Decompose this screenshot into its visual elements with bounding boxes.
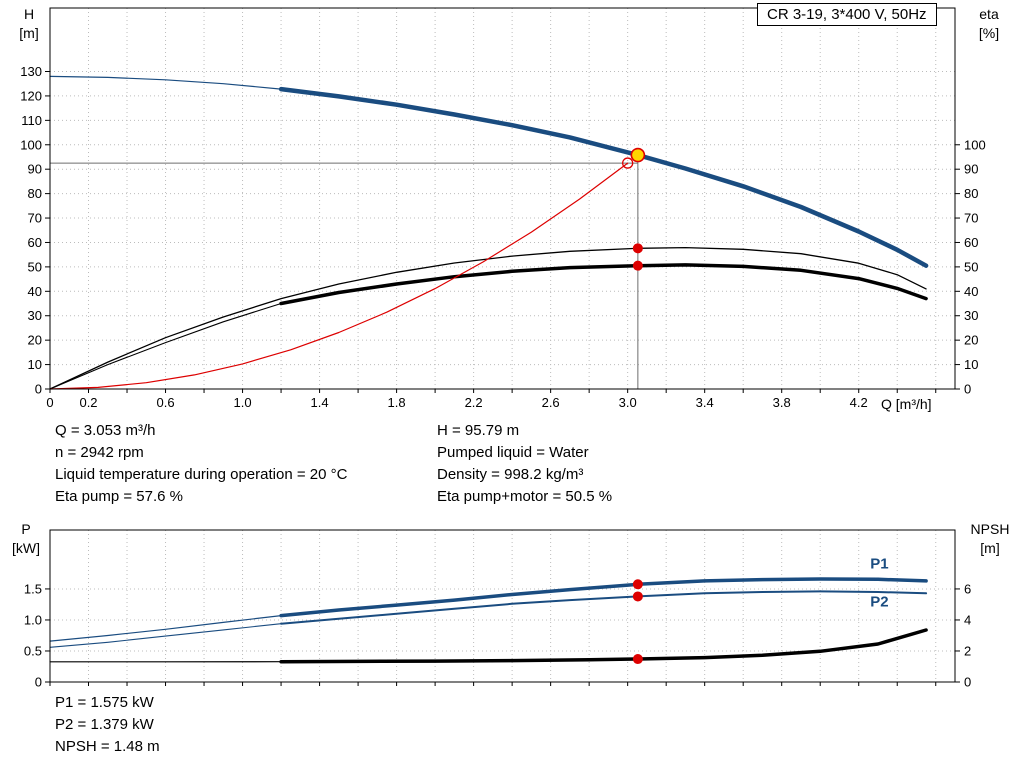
duty-point-marker[interactable] [630, 147, 646, 163]
y-right-tick-label: 90 [964, 162, 978, 177]
y-right-tick-label: 60 [964, 235, 978, 250]
head-curve-lead [49, 75, 282, 90]
y-right-tick-label: 0 [964, 382, 971, 397]
x-tick-label: 0.2 [79, 395, 97, 410]
y-right-tick-label: 4 [964, 612, 971, 627]
y-left-tick-label: 130 [20, 64, 42, 79]
y-left-tick-label: 100 [20, 137, 42, 152]
x-tick-label: 4.2 [850, 395, 868, 410]
eta-pump-marker [632, 243, 643, 254]
y-right-tick-label: 70 [964, 211, 978, 226]
eta-pump-motor-curve [279, 263, 928, 306]
y-left-tick-label: 50 [28, 259, 42, 274]
npsh-axis-name: NPSH [970, 521, 1010, 537]
p1-curve-label: P1 [870, 555, 888, 572]
system-curve [49, 162, 629, 390]
y-left-tick-label: 1.5 [24, 581, 42, 596]
power-axis-unit: [kW] [12, 540, 40, 556]
x-tick-label: 3.8 [773, 395, 791, 410]
y-right-tick-label: 30 [964, 308, 978, 323]
npsh-curve [279, 628, 928, 664]
x-tick-label: 3.4 [696, 395, 714, 410]
y-left-tick-label: 80 [28, 186, 42, 201]
requested-duty-marker [622, 157, 634, 169]
power-axis-label: P [kW] [4, 520, 48, 558]
info-pumped-liquid: Pumped liquid = Water [437, 444, 589, 461]
npsh-axis-label: NPSH [m] [960, 520, 1020, 558]
info-p2: P2 = 1.379 kW [55, 716, 154, 733]
y-left-tick-label: 0 [35, 382, 42, 397]
power-info-block: P1 = 1.575 kW P2 = 1.379 kW NPSH = 1.48 … [55, 692, 160, 758]
y-left-tick-label: 20 [28, 333, 42, 348]
y-left-tick-label: 60 [28, 235, 42, 250]
head-axis-label: H [m] [10, 5, 48, 43]
flow-axis-label: Q [m³/h] [881, 396, 932, 412]
power-axis-name: P [21, 521, 31, 537]
pump-title-box: CR 3-19, 3*400 V, 50Hz [757, 3, 937, 26]
info-npsh: NPSH = 1.48 m [55, 738, 160, 755]
y-right-tick-label: 6 [964, 581, 971, 596]
info-eta-pump: Eta pump = 57.6 % [55, 488, 183, 505]
hq-chart: 0 0.2 0.6 1.0 1.4 1.8 2.2 2.6 3.0 3.4 3.8 4.2 0 10 20 3… [20, 7, 986, 410]
eta-axis-label: eta [%] [962, 5, 1016, 43]
y-right-tick-label: 0 [964, 675, 971, 690]
head-axis-name: H [23, 6, 35, 22]
info-density: Density = 998.2 kg/m³ [437, 466, 584, 483]
p1-curve-lead [49, 614, 282, 642]
x-tick-label: 3.0 [619, 395, 637, 410]
x-tick-label: 1.4 [311, 395, 329, 410]
y-right-tick-label: 80 [964, 186, 978, 201]
y-right-tick-label: 10 [964, 357, 978, 372]
y-left-tick-label: 0 [35, 675, 42, 690]
x-tick-label: 1.8 [388, 395, 406, 410]
eta-pump-motor-marker [632, 260, 643, 271]
p2-curve-lead [49, 623, 282, 648]
x-tick-label: 2.2 [465, 395, 483, 410]
x-tick-label: 0.6 [156, 395, 174, 410]
info-eta-pump-motor: Eta pump+motor = 50.5 % [437, 488, 613, 505]
y-right-tick-label: 2 [964, 643, 971, 658]
p1-curve [279, 577, 928, 618]
y-left-tick-label: 110 [21, 113, 42, 128]
y-right-tick-label: 100 [964, 137, 986, 152]
info-flow: Q = 3.053 m³/h [55, 422, 156, 439]
y-left-tick-label: 90 [28, 162, 42, 177]
power-chart: 0 0.5 1.0 1.5 0 2 4 6 P1 P2 [24, 529, 971, 690]
x-tick-label: 2.6 [542, 395, 560, 410]
p2-curve [280, 590, 928, 625]
eta-axis-name: eta [979, 6, 999, 22]
head-axis-unit: [m] [19, 25, 39, 41]
y-left-tick-label: 0.5 [24, 643, 42, 658]
plot-border [49, 7, 956, 390]
y-right-tick-label: 40 [964, 284, 978, 299]
x-tick-label: 0 [46, 395, 53, 410]
y-left-tick-label: 30 [28, 308, 42, 323]
info-p1: P1 = 1.575 kW [55, 694, 154, 711]
y-left-tick-label: 1.0 [24, 612, 42, 627]
eta-axis-unit: [%] [978, 25, 1000, 41]
eta-pump-motor-lead [49, 302, 282, 390]
y-left-tick-label: 40 [28, 284, 42, 299]
head-curve [278, 86, 929, 268]
y-right-tick-label: 20 [964, 333, 978, 348]
y-left-tick-label: 70 [28, 211, 42, 226]
npsh-axis-unit: [m] [980, 540, 1000, 556]
duty-info-left-column: Q = 3.053 m³/h n = 2942 rpm Liquid tempe… [55, 420, 347, 508]
plot-border [49, 529, 956, 683]
x-tick-label: 1.0 [234, 395, 252, 410]
eta-pump-curve [49, 246, 927, 390]
p1-duty-marker [632, 579, 643, 590]
y-left-tick-label: 120 [20, 88, 42, 103]
y-right-tick-label: 50 [964, 259, 978, 274]
npsh-duty-marker [632, 654, 643, 665]
info-liquid-temperature: Liquid temperature during operation = 20… [55, 466, 348, 483]
p2-duty-marker [632, 591, 643, 602]
info-head: H = 95.79 m [437, 422, 520, 439]
p2-curve-label: P2 [870, 593, 888, 610]
duty-info-right-column: H = 95.79 m Pumped liquid = Water Densit… [437, 420, 612, 508]
info-speed: n = 2942 rpm [55, 444, 144, 461]
y-left-tick-label: 10 [28, 357, 42, 372]
